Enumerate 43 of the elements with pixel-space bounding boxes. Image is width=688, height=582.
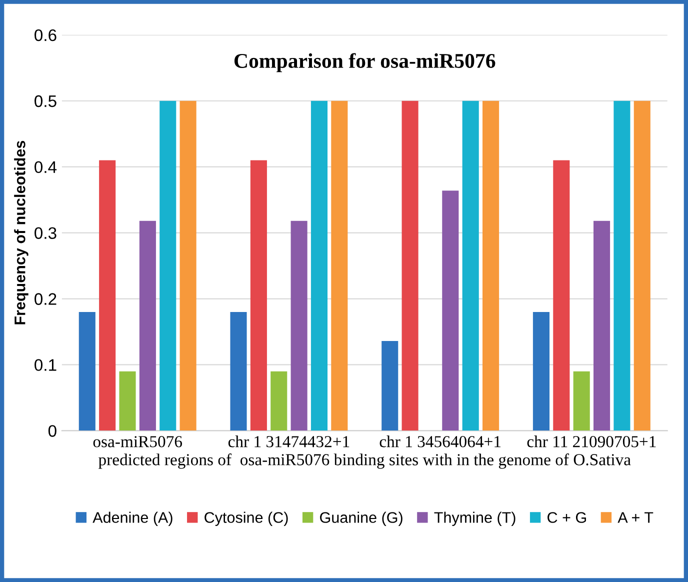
- legend-label: C + G: [548, 512, 586, 523]
- x-tick-label: chr 1 34564064+1: [380, 436, 500, 448]
- legend-label: A + T: [618, 512, 654, 523]
- bar: [573, 371, 590, 431]
- bar: [290, 220, 308, 431]
- y-tick-label: 0.1: [34, 359, 56, 371]
- y-tick-label: 0: [48, 425, 56, 437]
- bar: [160, 100, 176, 431]
- legend-label: Thymine (T): [434, 512, 516, 526]
- bar: [482, 100, 500, 431]
- legend-label: Cytosine (C): [204, 512, 288, 526]
- legend-label: Guanine (G): [320, 512, 402, 526]
- bar: [230, 312, 247, 431]
- bar: [78, 312, 96, 431]
- bar: [99, 160, 116, 431]
- y-tick-label: 0.4: [34, 161, 57, 174]
- bar: [139, 220, 156, 431]
- bar: [532, 312, 550, 431]
- x-tick-label: chr 1 31474432+1: [228, 436, 350, 448]
- bar: [593, 220, 610, 431]
- bar: [402, 100, 418, 431]
- bar: [614, 100, 630, 431]
- bar: [553, 160, 570, 431]
- x-axis-title: predicted regions of osa-miR5076 binding sites with in the genome of O.Sativa: [98, 453, 631, 469]
- bar: [462, 100, 479, 431]
- y-tick-label: 0.5: [34, 95, 56, 108]
- legend-label: Adenine (A): [92, 512, 172, 526]
- bar: [310, 100, 328, 431]
- bar: [270, 371, 288, 431]
- bar: [119, 371, 136, 431]
- text: Comparison for osa-miR5076: [234, 53, 496, 72]
- bar: [180, 100, 196, 431]
- x-tick-label: osa-miR5076: [93, 436, 182, 448]
- bar: [382, 340, 398, 431]
- y-tick-label: 0.2: [34, 293, 56, 305]
- bar: [442, 190, 459, 431]
- bar: [331, 100, 348, 431]
- bar: [250, 160, 267, 431]
- y-tick-label: 0.3: [34, 227, 56, 240]
- bar: [634, 100, 650, 431]
- y-axis-title: Frequency of nucleotides: [14, 140, 28, 324]
- x-tick-label: chr 11 21090705+1: [527, 436, 656, 448]
- y-tick-label: 0.6: [34, 29, 56, 42]
